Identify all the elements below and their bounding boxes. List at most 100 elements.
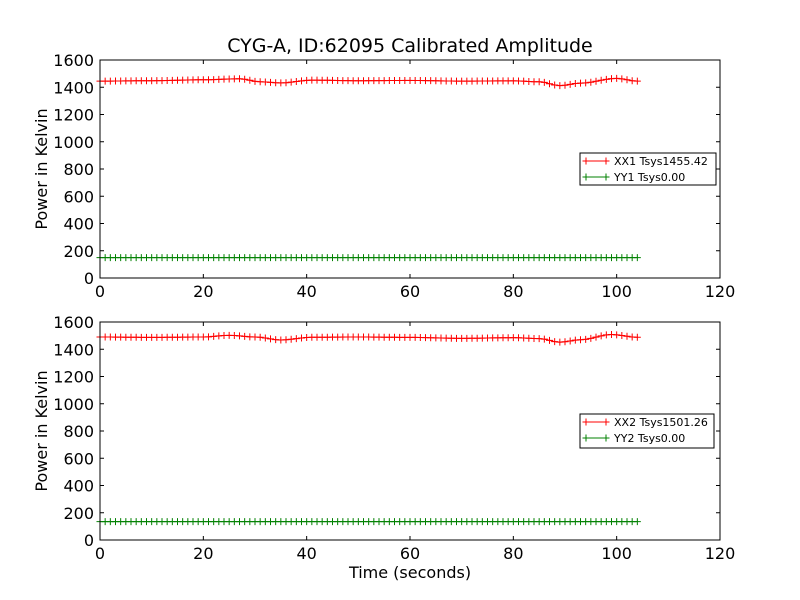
x-axis-label: Time (seconds) (348, 563, 471, 582)
data-point (551, 338, 559, 346)
data-point (256, 333, 264, 341)
legend-label: YY1 Tsys0.00 (613, 171, 685, 184)
legend-marker (582, 434, 590, 442)
data-point (241, 75, 249, 83)
legend-entry-1: XX2 Tsys1501.26 (582, 416, 708, 429)
series-1 (96, 331, 641, 346)
y-tick-label: 1600 (53, 313, 94, 332)
data-point (618, 331, 626, 339)
data-point (633, 77, 641, 85)
data-point (613, 331, 621, 339)
y-tick-label: 1200 (53, 106, 94, 125)
data-point (582, 335, 590, 343)
data-point (602, 75, 610, 83)
legend-marker (602, 418, 610, 426)
data-point (246, 76, 254, 84)
data-point (535, 78, 543, 86)
y-tick-label: 800 (63, 160, 94, 179)
y-tick-label: 1200 (53, 368, 94, 387)
y-tick-label: 800 (63, 422, 94, 441)
legend-marker (582, 157, 590, 165)
data-point (561, 338, 569, 346)
legend-label: XX2 Tsys1501.26 (614, 416, 708, 429)
data-point (623, 76, 631, 84)
legend-marker (582, 418, 590, 426)
x-tick-label: 100 (601, 544, 632, 563)
series-2 (96, 518, 641, 526)
data-point (287, 78, 295, 86)
data-point (633, 518, 641, 526)
y-tick-label: 400 (63, 477, 94, 496)
y-axis-label: Power in Kelvin (32, 108, 51, 229)
x-tick-label: 120 (705, 282, 736, 301)
data-point (535, 335, 543, 343)
data-point (540, 78, 548, 86)
legend-marker (602, 434, 610, 442)
subplot-1: CYG-A, ID:62095 Calibrated Amplitude 0 20 4… (32, 35, 735, 301)
legend-box (579, 413, 715, 449)
x-tick-label: 20 (193, 544, 213, 563)
subplot-2: 0 20 40 60 80 100 1200200400600800100012001400… (32, 313, 735, 582)
legend-entry-1: XX1 Tsys1455.42 (582, 155, 708, 168)
legend-label: YY2 Tsys0.00 (613, 432, 685, 445)
legend-marker (582, 173, 590, 181)
data-point (540, 335, 548, 343)
chart-title: CYG-A, ID:62095 Calibrated Amplitude (227, 35, 592, 57)
data-point (633, 333, 641, 341)
series-2 (96, 254, 641, 262)
data-point (287, 335, 295, 343)
data-point (597, 76, 605, 84)
data-point (566, 80, 574, 88)
x-tick-label: 40 (296, 544, 316, 563)
y-tick-label: 1400 (53, 340, 94, 359)
legend: XX1 Tsys1455.42 YY1 Tsys0.00 (579, 152, 717, 186)
data-point (623, 332, 631, 340)
x-tick-label: 100 (601, 282, 632, 301)
y-tick-label: 1000 (53, 133, 94, 152)
data-point (587, 334, 595, 342)
data-point (261, 334, 269, 342)
y-tick-label: 400 (63, 215, 94, 234)
data-point (546, 80, 553, 88)
x-tick-label: 0 (95, 282, 105, 301)
data-point (618, 75, 626, 83)
y-tick-label: 200 (63, 504, 94, 523)
data-point (292, 335, 300, 343)
data-point (282, 336, 290, 344)
y-tick-label: 1600 (53, 51, 94, 70)
legend-marker (602, 157, 610, 165)
y-tick-label: 0 (84, 269, 94, 288)
x-tick-label: 80 (503, 282, 523, 301)
legend-box (579, 152, 717, 186)
data-point (633, 254, 641, 262)
x-tick-label: 20 (193, 282, 213, 301)
data-point (587, 78, 595, 86)
x-tick-label: 120 (705, 544, 736, 563)
data-point (546, 336, 553, 344)
y-tick-label: 600 (63, 187, 94, 206)
y-tick-label: 200 (63, 242, 94, 261)
data-point (561, 81, 569, 89)
legend-entry-2: YY2 Tsys0.00 (582, 432, 685, 445)
legend-entry-2: YY1 Tsys0.00 (582, 171, 685, 184)
series-1 (96, 74, 641, 90)
data-point (582, 79, 590, 87)
y-tick-label: 0 (84, 531, 94, 550)
data-point (282, 79, 290, 87)
x-tick-label: 60 (400, 544, 420, 563)
legend-marker (602, 173, 610, 181)
data-point (267, 335, 274, 343)
data-point (298, 77, 305, 85)
legend: XX2 Tsys1501.26 YY2 Tsys0.00 (579, 413, 715, 449)
data-point (597, 332, 605, 340)
data-point (566, 337, 574, 345)
x-tick-label: 40 (296, 282, 316, 301)
y-tick-label: 1000 (53, 395, 94, 414)
data-point (292, 78, 300, 86)
x-tick-label: 60 (400, 282, 420, 301)
data-point (592, 77, 600, 85)
y-axis-label: Power in Kelvin (32, 370, 51, 491)
legend-label: XX1 Tsys1455.42 (614, 155, 708, 168)
y-tick-label: 1400 (53, 78, 94, 97)
